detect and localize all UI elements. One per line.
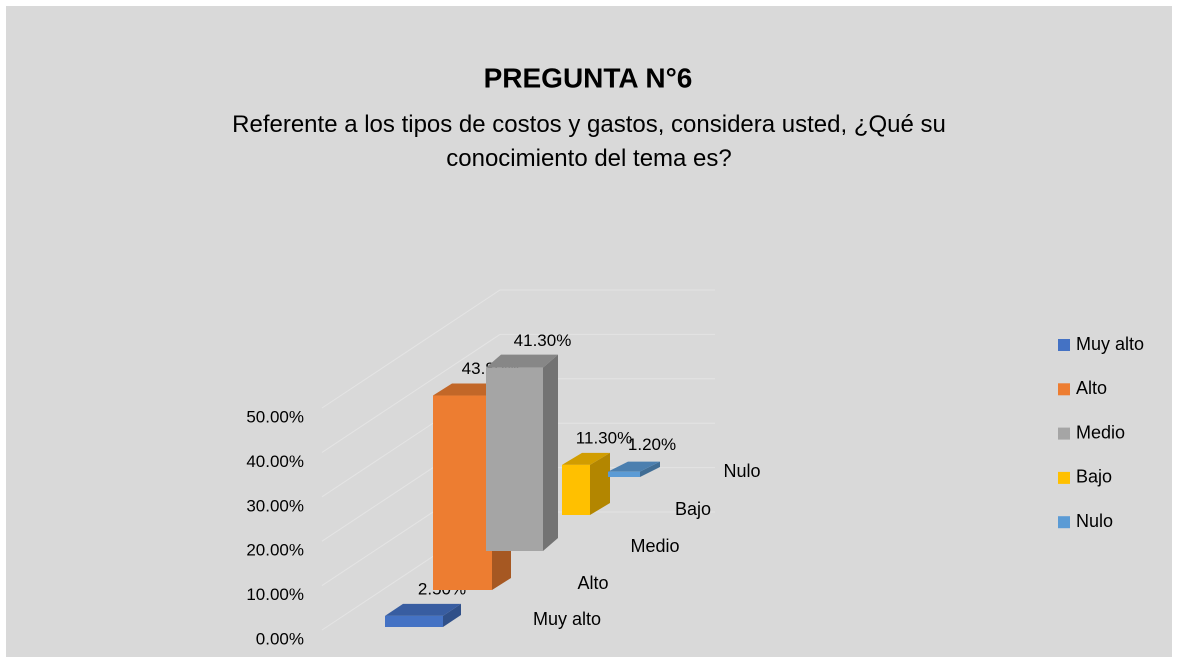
legend-swatch bbox=[1058, 339, 1070, 351]
bar-top bbox=[385, 603, 461, 616]
bar-side bbox=[590, 452, 610, 515]
chart-subtitle: Referente a los tipos de costos y gastos… bbox=[232, 111, 946, 172]
depth-axis-label: Nulo bbox=[723, 461, 760, 481]
depth-axis-label: Muy alto bbox=[533, 609, 601, 629]
legend-swatch bbox=[1058, 383, 1070, 396]
depth-axis-label: Bajo bbox=[675, 499, 711, 519]
grid-line bbox=[321, 289, 715, 409]
bar-top bbox=[608, 461, 660, 472]
bar-top bbox=[562, 452, 610, 465]
data-label: 41.30% bbox=[514, 331, 572, 350]
chart-title: PREGUNTA N°6 bbox=[484, 62, 693, 93]
bar-side bbox=[543, 354, 558, 551]
legend-swatch bbox=[1058, 471, 1070, 484]
data-label: 11.30% bbox=[576, 428, 632, 447]
bar-top bbox=[486, 354, 558, 368]
data-label: 1.20% bbox=[628, 435, 676, 454]
legend-swatch bbox=[1058, 427, 1070, 440]
y-tick-label: 0.00% bbox=[256, 629, 304, 648]
bar bbox=[608, 471, 640, 477]
legend-label: Alto bbox=[1076, 378, 1107, 398]
legend-label: Muy alto bbox=[1076, 334, 1144, 354]
bar bbox=[486, 367, 543, 551]
y-tick-label: 10.00% bbox=[246, 585, 304, 604]
legend-label: Nulo bbox=[1076, 511, 1113, 531]
bar-side bbox=[443, 603, 461, 627]
chart-background bbox=[6, 6, 1172, 657]
bar-side bbox=[640, 461, 660, 477]
bar bbox=[562, 464, 590, 515]
y-tick-label: 50.00% bbox=[246, 407, 304, 426]
bar bbox=[385, 615, 443, 627]
y-tick-label: 30.00% bbox=[246, 496, 304, 515]
legend-swatch bbox=[1058, 516, 1070, 529]
grid-line bbox=[321, 333, 715, 453]
y-tick-label: 20.00% bbox=[246, 541, 304, 560]
y-tick-label: 40.00% bbox=[246, 452, 304, 471]
bar bbox=[433, 395, 492, 590]
depth-axis-label: Medio bbox=[630, 536, 679, 556]
depth-axis-label: Alto bbox=[577, 573, 608, 593]
legend-label: Bajo bbox=[1076, 467, 1112, 487]
legend-label: Medio bbox=[1076, 422, 1125, 442]
